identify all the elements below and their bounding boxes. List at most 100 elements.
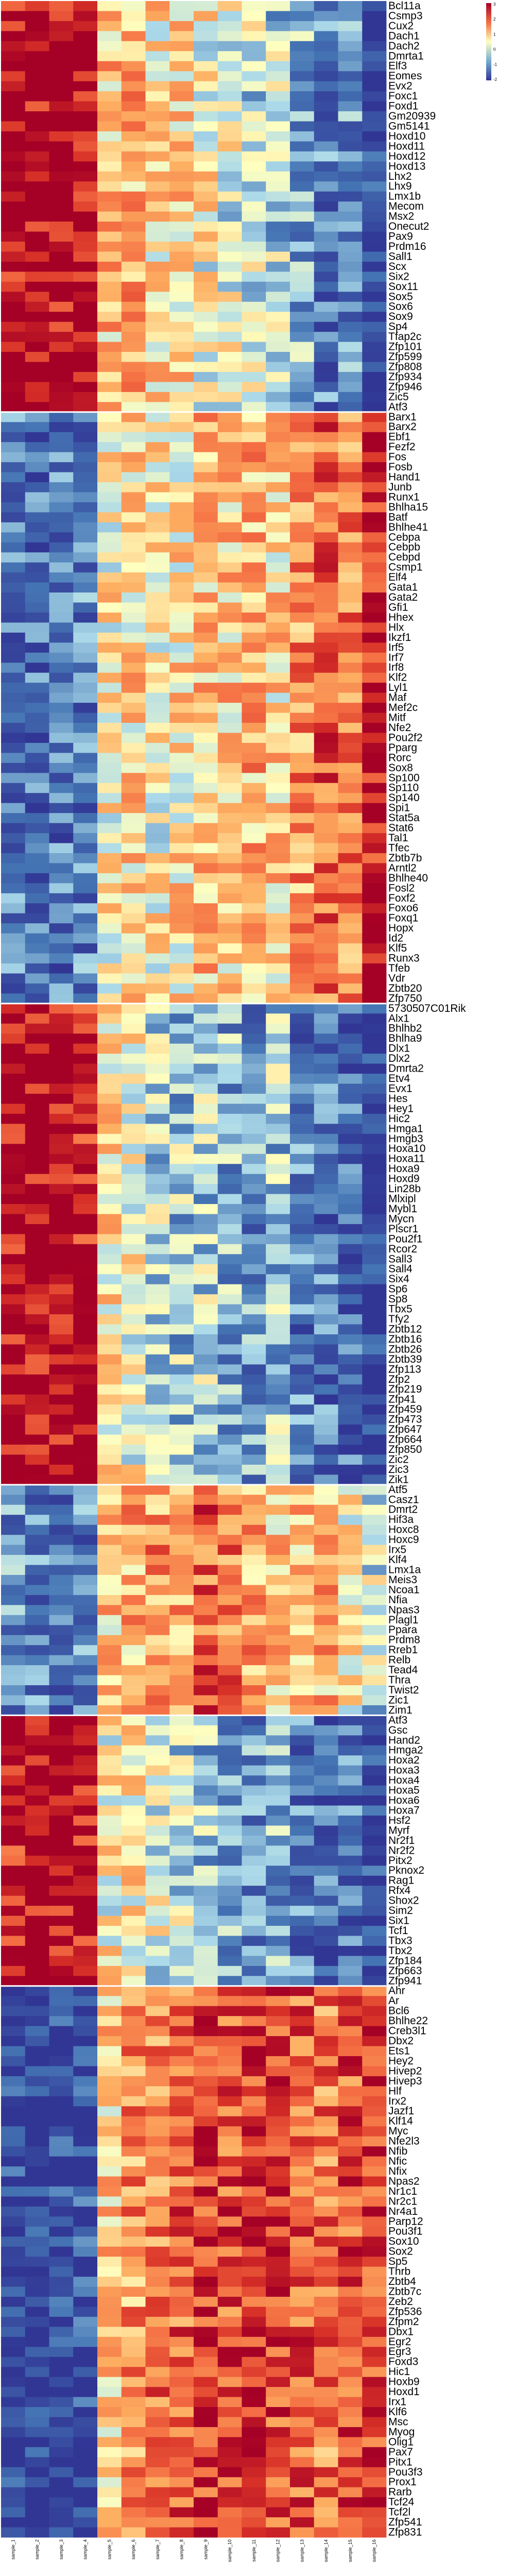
heatmap-cell: [25, 602, 49, 613]
heatmap-cell: [194, 2417, 218, 2428]
heatmap-cell: [97, 2286, 122, 2297]
heatmap-cell: [194, 1364, 218, 1375]
heatmap-cell: [97, 1655, 122, 1666]
heatmap-cell: [49, 1445, 74, 1455]
heatmap-cell: [25, 522, 49, 533]
heatmap-cell: [49, 803, 74, 814]
heatmap-cell: [169, 2216, 194, 2227]
heatmap-cell: [242, 1234, 266, 1245]
heatmap-cell: [290, 1113, 315, 1124]
heatmap-cell: [362, 2397, 387, 2408]
heatmap-cell: [242, 1524, 266, 1535]
heatmap-cell: [1, 2016, 26, 2027]
heatmap-cell: [194, 1495, 218, 1505]
heatmap-cell: [290, 1986, 315, 1996]
heatmap-cell: [314, 1635, 338, 1646]
heatmap-cell: [194, 2086, 218, 2097]
row-label: Pax9: [388, 231, 413, 243]
heatmap-cell: [314, 1194, 338, 1205]
heatmap-cell: [1, 111, 26, 122]
heatmap-cell: [242, 1434, 266, 1445]
heatmap-cell: [194, 1394, 218, 1405]
heatmap-cell: [121, 1886, 146, 1896]
heatmap-cell: [217, 1144, 242, 1155]
heatmap-cell: [217, 853, 242, 863]
heatmap-cell: [362, 422, 387, 433]
heatmap-cell: [217, 1665, 242, 1675]
heatmap-cell: [121, 41, 146, 52]
heatmap-cell: [169, 321, 194, 332]
heatmap-cell: [338, 1083, 363, 1094]
heatmap-cell: [242, 222, 266, 232]
heatmap-cell: [217, 1404, 242, 1415]
heatmap-cell: [25, 2216, 49, 2227]
heatmap-cell: [1, 312, 26, 323]
heatmap-cell: [49, 1414, 74, 1425]
heatmap-cell: [194, 2467, 218, 2478]
heatmap-cell: [194, 1133, 218, 1144]
heatmap-cell: [25, 683, 49, 693]
heatmap-cell: [25, 1665, 49, 1675]
heatmap-cell: [338, 2246, 363, 2257]
heatmap-cell: [73, 472, 98, 483]
heatmap-cell: [169, 713, 194, 723]
heatmap-cell: [194, 492, 218, 503]
heatmap-cell: [121, 1475, 146, 1485]
heatmap-cell: [362, 1735, 387, 1746]
heatmap-cell: [217, 1445, 242, 1455]
heatmap-cell: [362, 492, 387, 503]
row-label: Cux2: [388, 20, 414, 32]
heatmap-cell: [97, 742, 122, 753]
heatmap-cell: [97, 1976, 122, 1987]
heatmap-cell: [169, 733, 194, 743]
heatmap-cell: [314, 1264, 338, 1275]
heatmap-cell: [169, 2026, 194, 2037]
heatmap-cell: [314, 1394, 338, 1405]
heatmap-cell: [169, 1304, 194, 1315]
heatmap-cell: [217, 542, 242, 553]
heatmap-cell: [314, 71, 338, 82]
heatmap-cell: [49, 1264, 74, 1275]
heatmap-cell: [290, 1414, 315, 1425]
heatmap-cell: [25, 762, 49, 773]
heatmap-cell: [49, 1855, 74, 1866]
heatmap-cell: [194, 251, 218, 262]
heatmap-cell: [25, 1916, 49, 1926]
column-label: sample_12: [276, 2539, 281, 2562]
heatmap-cell: [169, 1745, 194, 1756]
heatmap-cell: [338, 1595, 363, 1605]
row-label: Zfp541: [388, 2516, 422, 2528]
heatmap-cell: [145, 713, 170, 723]
heatmap-cell: [338, 1434, 363, 1445]
heatmap-cell: [145, 472, 170, 483]
heatmap-cell: [266, 1524, 290, 1535]
heatmap-cell: [338, 592, 363, 603]
heatmap-cell: [25, 422, 49, 433]
heatmap-cell: [290, 1364, 315, 1375]
heatmap-cell: [194, 1675, 218, 1686]
row-label: Olig1: [388, 2436, 414, 2448]
heatmap-cell: [314, 1585, 338, 1596]
heatmap-cell: [266, 522, 290, 533]
heatmap-cell: [314, 1815, 338, 1826]
heatmap-cell: [121, 1063, 146, 1074]
heatmap-cell: [145, 1805, 170, 1816]
heatmap-cell: [97, 983, 122, 994]
heatmap-cell: [25, 2447, 49, 2458]
heatmap-cell: [73, 91, 98, 101]
heatmap-cell: [169, 191, 194, 202]
heatmap-cell: [314, 703, 338, 713]
heatmap-cell: [362, 1274, 387, 1285]
row-label: Zfp946: [388, 381, 422, 393]
heatmap-cell: [25, 1254, 49, 1265]
heatmap-cell: [169, 31, 194, 42]
heatmap-cell: [169, 2156, 194, 2167]
heatmap-cell: [25, 1274, 49, 1285]
row-label: Bhlhe40: [388, 872, 428, 884]
heatmap-cell: [73, 1184, 98, 1194]
heatmap-cell: [25, 211, 49, 222]
heatmap-cell: [362, 1124, 387, 1134]
row-label: Junb: [388, 481, 412, 493]
heatmap-cell: [49, 171, 74, 182]
heatmap-cell: [1, 2417, 26, 2428]
